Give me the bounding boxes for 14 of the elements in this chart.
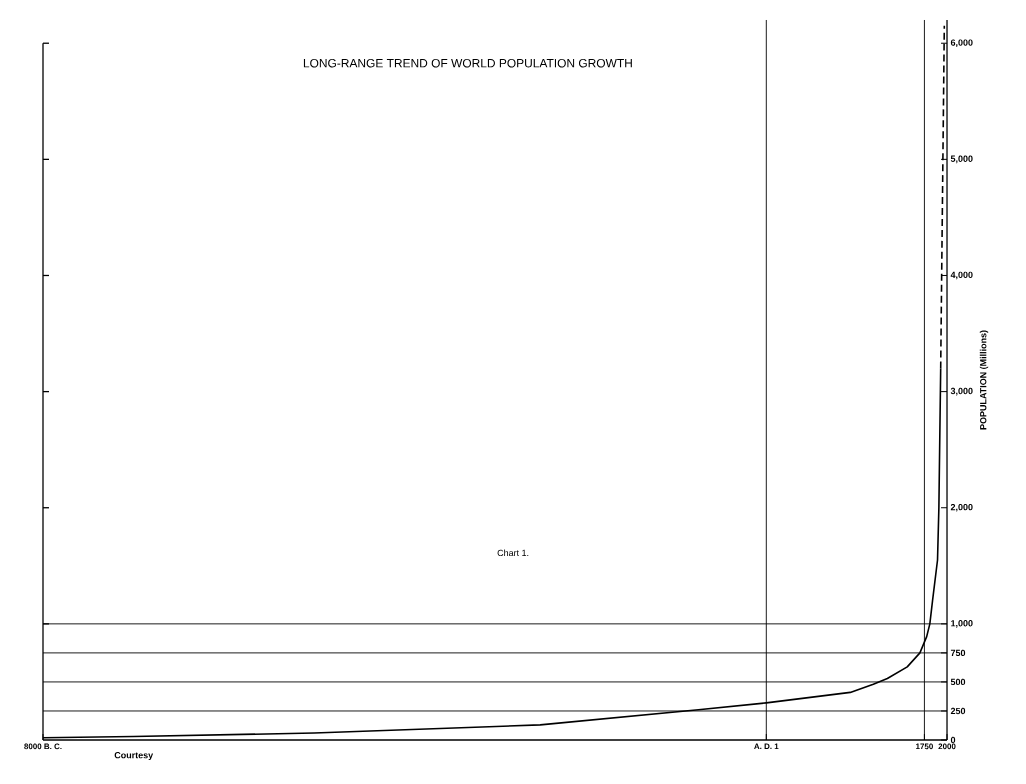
y-tick-label: 3,000: [950, 387, 973, 396]
text: Courtesy: [114, 751, 154, 761]
y-tick-label: 750: [950, 649, 966, 657]
y-tick-label: 1,000: [951, 620, 973, 628]
text: LONG-RANGE TREND OF WORLD POPULATION GROWTH: [303, 58, 632, 68]
y-tick-label: 0: [950, 736, 956, 744]
y-tick-label: 2,000: [950, 503, 973, 512]
y-tick-label: 4,000: [950, 271, 973, 280]
annotation: Chart 1.: [497, 549, 529, 557]
y-tick-label: 500: [950, 678, 966, 686]
y-tick-label: 5,000: [950, 155, 973, 164]
y-tick-label: 250: [950, 707, 966, 715]
y-axis-title: POPULATION (Millions): [979, 330, 989, 430]
y-tick-label: 6,000: [950, 39, 973, 48]
